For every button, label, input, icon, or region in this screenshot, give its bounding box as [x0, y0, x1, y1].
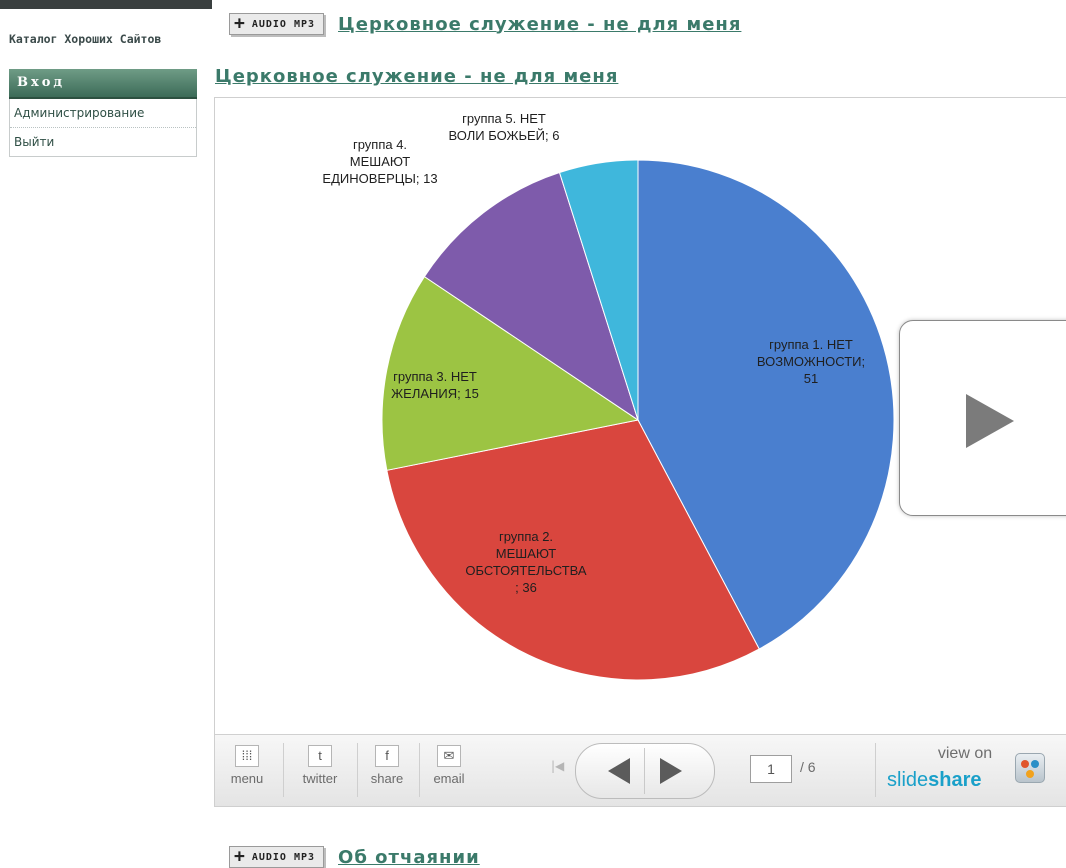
pie-label-g1-line1: группа 1. НЕТ: [769, 337, 853, 352]
pie-label-g4-line3: ЕДИНОВЕРЦЫ; 13: [322, 171, 438, 186]
page-input[interactable]: 1: [750, 755, 792, 783]
divider: [875, 743, 876, 797]
mail-icon: ✉: [437, 745, 461, 767]
player-controls: ⁞⁞⁞ menu t twitter f share ✉ email |◀ 1 …: [215, 734, 1066, 806]
login-menu: Администрирование Выйти: [9, 99, 197, 157]
logout-link[interactable]: Выйти: [14, 135, 55, 149]
plus-icon: +: [234, 13, 246, 34]
plus-icon: +: [234, 846, 246, 867]
twitter-icon: t: [308, 745, 332, 767]
pie-label-g5-line2: ВОЛИ БОЖЬЕЙ; 6: [448, 128, 560, 143]
audio-mp3-button[interactable]: + AUDIO MP3: [229, 13, 325, 35]
pie-slice-3: [381, 275, 640, 471]
pie-chart: [381, 159, 895, 681]
audio-mp3-button[interactable]: + AUDIO MP3: [229, 846, 325, 868]
audio-title-link[interactable]: Об отчаянии: [338, 846, 480, 868]
audio-title-link[interactable]: Церковное служение - не для меня: [338, 13, 742, 35]
view-on-label[interactable]: view on: [937, 745, 993, 762]
menu-button[interactable]: ⁞⁞⁞ menu: [225, 739, 269, 799]
pie-label-g4-line1: группа 4.: [352, 137, 408, 152]
facebook-icon: f: [375, 745, 399, 767]
brand-bold: share: [928, 769, 982, 791]
login-heading: Вход: [9, 69, 197, 99]
audio-row: + AUDIO MP3 Об отчаянии: [229, 846, 480, 868]
logo-dot: [1031, 760, 1039, 768]
pie-label-g2-line2: МЕШАЮТ: [495, 546, 557, 561]
page-total: / 6: [800, 759, 816, 775]
menu-button-label: menu: [230, 771, 264, 786]
twitter-button[interactable]: t twitter: [291, 739, 349, 799]
slideshare-brand[interactable]: slideshare: [887, 769, 982, 792]
share-button[interactable]: f share: [365, 739, 409, 799]
sidebar: Каталог Хороших Сайтов Вход Администриро…: [9, 9, 197, 157]
pie-label-g2-line4: ; 36: [515, 580, 537, 595]
pie-slice-5: [558, 159, 639, 421]
pie-label-g2-line3: ОБСТОЯТЕЛЬСТВА: [465, 563, 587, 578]
share-button-label: share: [370, 771, 404, 786]
email-button-label: email: [433, 771, 465, 786]
audio-badge-label: AUDIO MP3: [251, 851, 316, 863]
pie-slice-2: [386, 419, 760, 681]
pie-label-g2-line1: группа 2.: [498, 529, 554, 544]
prev-slide-button[interactable]: [608, 758, 630, 784]
slide-nav: [575, 743, 715, 799]
slideshare-embed: группа 1. НЕТ ВОЗМОЖНОСТИ; 51 группа 2. …: [214, 97, 1066, 807]
pie-label-g5: группа 5. НЕТ ВОЛИ БОЖЬЕЙ; 6: [429, 110, 579, 144]
pie-slice-1: [637, 159, 895, 650]
pie-label-g4-line2: МЕШАЮТ: [349, 154, 411, 169]
audio-row: + AUDIO MP3 Церковное служение - не для …: [229, 13, 741, 35]
logo-dot: [1026, 770, 1034, 778]
pie-label-g1: группа 1. НЕТ ВОЗМОЖНОСТИ; 51: [731, 336, 891, 387]
slide[interactable]: группа 1. НЕТ ВОЗМОЖНОСТИ; 51 группа 2. …: [215, 98, 1066, 734]
top-bar: [0, 0, 212, 9]
presentation-title[interactable]: Церковное служение - не для меня: [215, 66, 619, 87]
pie-label-g3-line1: группа 3. НЕТ: [393, 369, 477, 384]
pie-label-g3-line2: ЖЕЛАНИЯ; 15: [391, 386, 479, 401]
twitter-button-label: twitter: [302, 771, 338, 786]
email-button[interactable]: ✉ email: [427, 739, 471, 799]
divider: [419, 743, 420, 797]
next-slide-button[interactable]: [660, 758, 682, 784]
first-slide-icon[interactable]: |◀: [551, 759, 565, 773]
divider: [644, 748, 645, 794]
pie-label-g5-line1: группа 5. НЕТ: [462, 111, 546, 126]
play-button[interactable]: [899, 320, 1066, 516]
logo-dot: [1021, 760, 1029, 768]
divider: [283, 743, 284, 797]
catalog-link[interactable]: Каталог Хороших Сайтов: [9, 32, 162, 46]
play-icon: [966, 394, 1014, 448]
divider: [357, 743, 358, 797]
grid-icon: ⁞⁞⁞: [235, 745, 259, 767]
audio-badge-label: AUDIO MP3: [251, 18, 316, 30]
admin-link[interactable]: Администрирование: [10, 99, 196, 128]
pie-label-g1-line2: ВОЗМОЖНОСТИ;: [756, 354, 866, 369]
slideshare-logo-icon[interactable]: [1015, 753, 1045, 783]
pie-label-g4: группа 4. МЕШАЮТ ЕДИНОВЕРЦЫ; 13: [305, 136, 455, 187]
pie-label-g3: группа 3. НЕТ ЖЕЛАНИЯ; 15: [365, 368, 505, 402]
brand-light: slide: [887, 769, 929, 791]
pie-label-g2: группа 2. МЕШАЮТ ОБСТОЯТЕЛЬСТВА ; 36: [451, 528, 601, 596]
pie-slice-4: [423, 171, 639, 422]
pie-label-g1-line3: 51: [803, 371, 819, 386]
